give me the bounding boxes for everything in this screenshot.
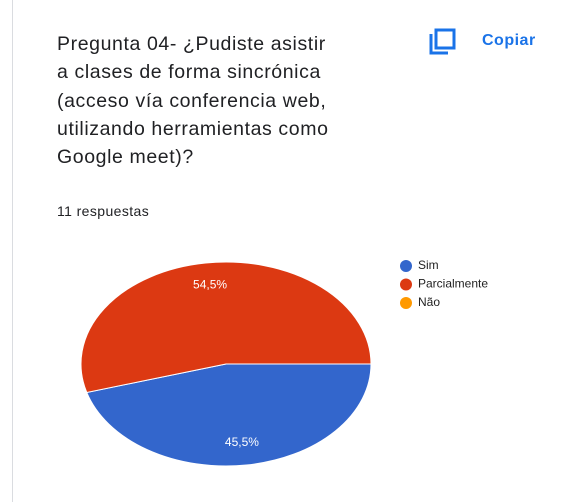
legend-swatch <box>400 297 412 309</box>
legend-label: Parcialmente <box>418 277 488 291</box>
slice-label: 54,5% <box>193 277 227 291</box>
slice-label: 45,5% <box>225 435 259 449</box>
copy-button[interactable]: Copiar <box>428 27 536 55</box>
legend-swatch <box>400 278 412 291</box>
legend-label: Não <box>418 295 440 309</box>
copy-icon <box>429 28 456 55</box>
copy-label[interactable]: Copiar <box>482 32 536 49</box>
question-title: Pregunta 04- ¿Pudiste asistir a clases d… <box>57 33 329 169</box>
pie-slice <box>86 363 372 467</box>
response-count: 11 respuestas <box>57 203 150 219</box>
pie-slice <box>80 261 372 394</box>
card-border <box>12 0 13 502</box>
legend-label: Sim <box>418 258 439 272</box>
legend-swatch <box>400 260 412 272</box>
